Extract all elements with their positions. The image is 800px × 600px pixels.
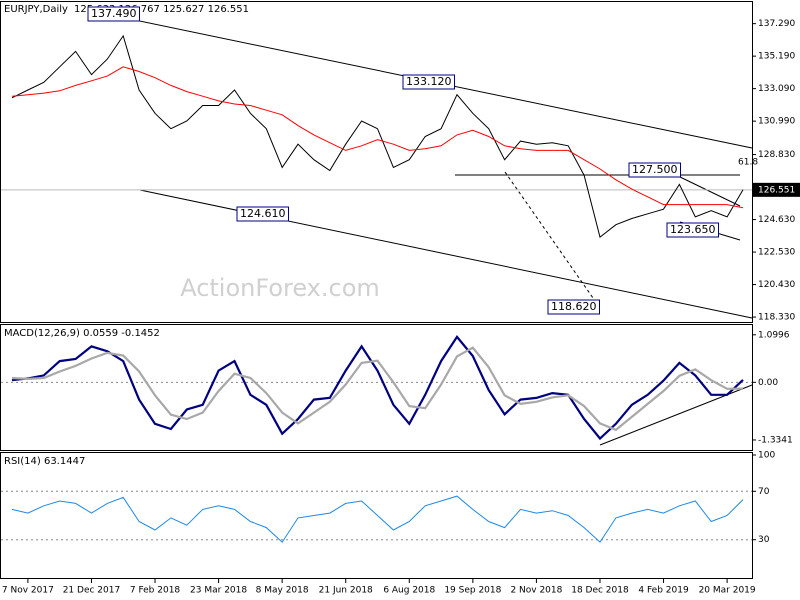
y-tick-label: 120.430: [758, 280, 795, 290]
y-tick-label: 70: [758, 487, 770, 497]
y-tick-label: 135.190: [758, 52, 795, 62]
y-tick-label: 128.830: [758, 150, 795, 160]
y-tick-label: 100: [758, 451, 775, 461]
y-tick-label: 137.290: [758, 19, 795, 29]
annotation-box: [236, 206, 289, 222]
annotation: 124.610: [240, 207, 286, 220]
macd-panel: [0, 324, 753, 451]
y-tick-label: 124.630: [758, 215, 795, 225]
macd-title: MACD(12,26,9) 0.0559 -0.1452: [4, 328, 160, 339]
annotation-box: [666, 222, 719, 238]
x-tick-label: 7 Nov 2017: [2, 586, 54, 596]
price-label-bg: [753, 182, 800, 197]
rsi-panel: [0, 452, 753, 579]
y-tick-label: 30: [758, 535, 770, 545]
annotation-box: [628, 162, 681, 178]
y-tick-label: 130.990: [758, 117, 795, 127]
x-tick-label: 23 Mar 2018: [190, 586, 247, 596]
y-tick-label: -1.3341: [758, 435, 793, 445]
retrace-line: [504, 171, 601, 309]
annotation: 133.120: [406, 75, 452, 88]
x-tick-label: 20 Mar 2019: [699, 586, 756, 596]
rsi-title: RSI(14) 63.1447: [4, 456, 85, 467]
y-tick-label: 122.530: [758, 248, 795, 258]
x-tick-label: 8 May 2018: [256, 586, 309, 596]
annotation-box: [547, 299, 600, 315]
y-tick-label: 118.330: [758, 313, 795, 323]
series-line: [11, 335, 744, 441]
x-tick-label: 2 Nov 2018: [510, 586, 562, 596]
x-tick-label: 21 Jun 2018: [319, 586, 373, 596]
annotation: 123.650: [670, 223, 716, 236]
annotation: 127.500: [632, 163, 678, 176]
x-tick-label: 18 Dec 2018: [571, 586, 629, 596]
price-panel: [0, 1, 753, 323]
price-label: 126.551: [758, 185, 795, 195]
annotation: 118.620: [551, 300, 597, 313]
series-line: [11, 34, 744, 238]
triangle-upper: [677, 175, 741, 207]
x-tick-label: 6 Aug 2018: [383, 586, 435, 596]
x-tick-label: 4 Feb 2019: [638, 586, 689, 596]
y-tick-label: 0.00: [758, 378, 778, 388]
x-tick-label: 7 Feb 2018: [130, 586, 181, 596]
ohlc-text: 125.633 126.767 125.627 126.551: [74, 4, 249, 15]
x-tick-label: 21 Dec 2017: [63, 586, 121, 596]
y-tick-label: 133.090: [758, 84, 795, 94]
annotation-box: [87, 6, 140, 22]
series-line: [11, 66, 744, 209]
x-tick-label: 19 Sep 2018: [444, 586, 501, 596]
annotation: 61.8: [738, 158, 758, 168]
chart-title: EURJPY,Daily: [4, 4, 68, 15]
y-tick-label: 1.0996: [758, 330, 790, 340]
watermark: ActionForex.com: [180, 274, 380, 302]
annotation-box: [402, 74, 455, 90]
series-line: [11, 495, 744, 543]
annotation: 137.490: [91, 7, 137, 20]
series-line: [11, 346, 744, 432]
